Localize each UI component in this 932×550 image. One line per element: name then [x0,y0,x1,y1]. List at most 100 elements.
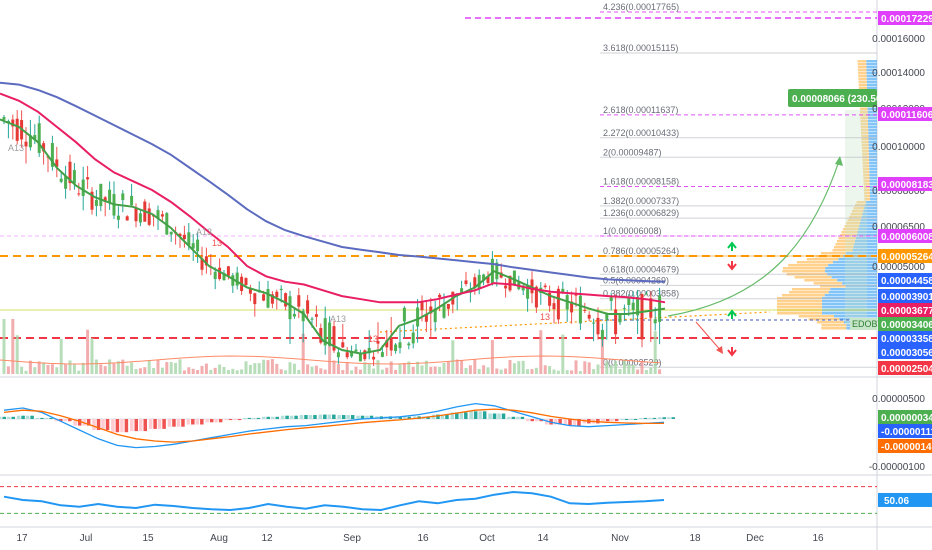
volume-bar [94,359,98,374]
volume-bar [565,370,569,374]
volume-profile-bar-buy [855,240,877,243]
volume-bar [297,369,301,374]
time-label: 17 [16,533,28,544]
candle-body [323,318,327,346]
fib-level-label: 4.236(0.00017765) [603,2,679,12]
volume-bar [240,369,244,374]
macd-histogram-bar [478,411,482,419]
volume-profile-bar-buy [868,144,877,147]
horizontal-levels [0,17,877,339]
time-label: Jul [80,533,93,544]
time-label: 15 [142,533,154,544]
macd-histogram-bar [271,416,275,419]
ema-line [0,81,666,283]
macd-histogram-bar [285,415,289,419]
candle-body [534,286,538,308]
volume-profile-bar-buy [866,72,877,75]
macd-histogram-bar [143,419,147,432]
macd-histogram-bar [289,415,294,419]
candle-marker: A13 [330,314,346,324]
volume-profile-bar-buy [869,171,877,174]
price-badge-label: 0.00004458 [881,276,932,287]
volume-profile-bar-sell [864,192,870,195]
candle-body [33,134,37,140]
price-badge [878,361,932,375]
volume-profile-bar-buy [869,162,877,165]
macd-histogram-bar [167,419,172,427]
candle-body [213,271,217,280]
volume-profile-bar-sell [861,144,869,147]
volume-profile-bar-sell [857,66,867,69]
volume-bar [398,364,402,374]
volume-bar [319,368,323,374]
volume-bar [314,365,318,374]
moving-averages [0,81,666,355]
volume-bar [204,363,208,374]
volume-profile-bar-buy [865,201,877,204]
candle-body [50,143,54,167]
candle-body [504,285,508,289]
volume-bar [218,364,222,374]
candle-body [196,239,200,252]
volume-profile-bar-sell [791,288,831,291]
candle-body [226,266,230,276]
volume-bar [196,370,200,374]
volume-bar [649,367,653,374]
pair-label-bg [850,318,877,330]
macd-histogram-bar [218,419,223,423]
macd-histogram-bar [624,419,629,420]
volume-profile-bar-buy [868,132,877,135]
candle-body [94,199,98,206]
volume-profile-bar-sell [858,75,867,78]
volume-profile-bar-buy [863,210,877,213]
macd-histogram-bar [63,419,68,422]
macd-histogram-bar [369,415,374,419]
volume-bar [86,329,90,374]
volume-profile-bar-buy [867,111,877,114]
volume-profile-bar-sell [835,243,855,246]
volume-profile-bar-sell [860,126,869,129]
price-badge-label: 0.00003358 [881,334,932,345]
macd-histogram-bar [294,415,298,419]
volume-profile-bar-sell [863,177,870,180]
macd-histogram-bar [92,419,96,430]
volume-profile-bar-sell [863,183,870,186]
volume-bar [275,363,279,374]
volume-bar [68,360,72,374]
volume-profile-bar-buy [866,60,877,63]
volume-profile-bar-buy [868,153,877,156]
macd-histogram-bar [224,419,228,421]
volume-bar [134,369,138,374]
macd-histogram-bar [59,419,63,422]
volume-bar [548,366,552,374]
candle-body [64,176,68,189]
macd-histogram-bar [139,419,143,432]
volume-bar [33,367,37,374]
macd-histogram-bar [337,415,341,419]
macd-histogram-bar [633,419,638,420]
volume-bar [578,370,582,374]
macd-histogram-bar [440,414,445,419]
volume-bar [372,368,376,374]
volume-bar [116,361,120,374]
candle-body [235,272,239,286]
macd-histogram-bar [111,419,115,433]
macd-histogram-bar [530,419,534,422]
volume-bar [389,361,393,374]
volume-bar [213,367,217,374]
price-badge [878,177,932,191]
macd-histogram-bar [73,419,77,426]
macd-histogram-bar [153,419,157,429]
macd-histogram-bar [412,416,417,419]
fib-level-label: 3.618(0.00015115) [603,43,678,53]
volume-bar [81,362,85,374]
volume-bar [130,362,134,374]
macd-histogram-bar [115,419,120,433]
volume-profile-bar-buy [822,306,877,309]
volume-bar [429,366,433,374]
volume-bar [28,360,32,374]
volume-profile-bar-sell [777,300,822,303]
volume-bar [482,365,486,374]
candle-body [429,306,433,314]
